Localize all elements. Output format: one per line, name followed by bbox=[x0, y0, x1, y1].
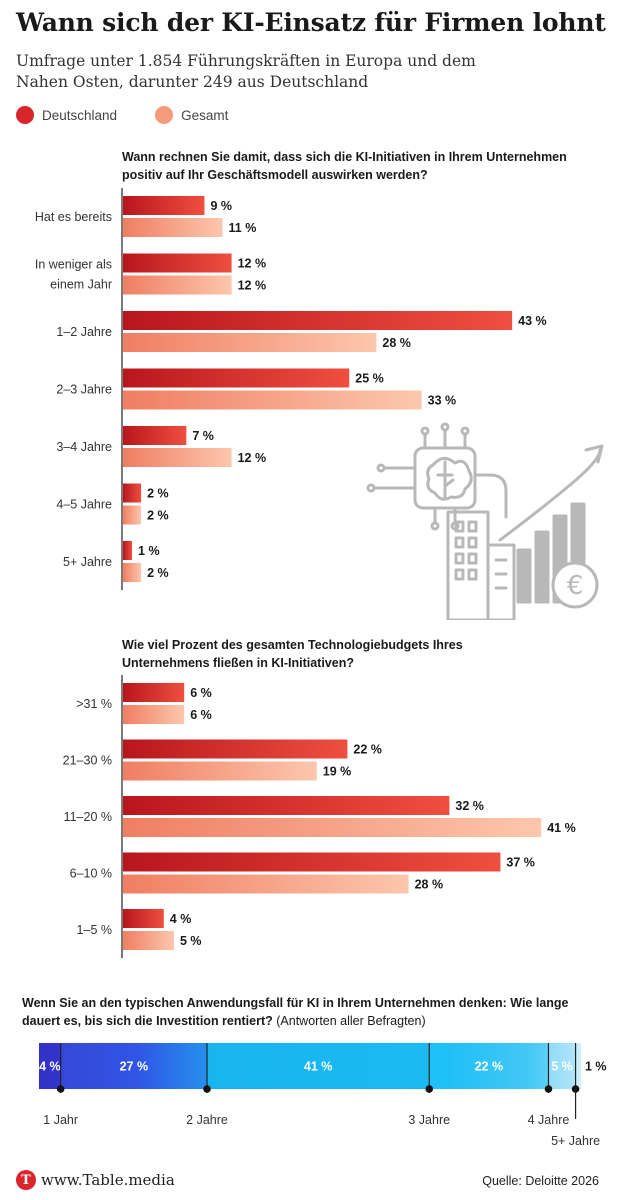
footer-brand-text: www.Table.media bbox=[41, 1171, 175, 1189]
chart1-value-label: 12 % bbox=[238, 279, 267, 293]
stacked-value-label: 22 % bbox=[475, 1060, 504, 1074]
milestone-label: 4 Jahre bbox=[528, 1113, 570, 1127]
chart2-value-label: 6 % bbox=[190, 686, 212, 700]
milestone-label: 1 Jahr bbox=[43, 1113, 78, 1127]
chart1-value-label: 33 % bbox=[428, 394, 457, 408]
milestone-dot bbox=[544, 1085, 553, 1093]
milestone-dot bbox=[425, 1085, 434, 1093]
chart2-value-label: 37 % bbox=[506, 856, 535, 870]
chart2-value-label: 5 % bbox=[180, 934, 202, 948]
chart1-bar-deutschland bbox=[123, 253, 232, 273]
chart3-title: Wenn Sie an den typischen Anwendungsfall… bbox=[22, 994, 602, 1030]
chart3-title-note: (Antworten aller Befragten) bbox=[276, 1014, 426, 1028]
svg-text:€: € bbox=[567, 571, 584, 601]
chart1-bar-deutschland bbox=[123, 311, 513, 330]
legend-item-deutschland: Deutschland bbox=[16, 106, 117, 124]
legend-label-gesamt: Gesamt bbox=[181, 107, 229, 123]
chart1-value-label: 2 % bbox=[147, 509, 169, 523]
chart1-bar-gesamt bbox=[123, 275, 232, 295]
chart2-bar-gesamt bbox=[123, 818, 542, 837]
legend-swatch-gesamt bbox=[155, 106, 174, 124]
stacked-value-label: 41 % bbox=[304, 1060, 333, 1074]
ai-business-illustration: € bbox=[366, 422, 604, 620]
chart1-category-label: 5+ Jahre bbox=[63, 555, 112, 569]
table-media-logo-icon: T bbox=[16, 1170, 36, 1190]
chart1-bar-gesamt bbox=[123, 218, 223, 237]
chart1-category-label: In weniger als bbox=[35, 258, 112, 272]
chart1-value-label: 11 % bbox=[229, 221, 257, 235]
chart1-bar-gesamt bbox=[123, 390, 422, 410]
legend-label-deutschland: Deutschland bbox=[42, 107, 118, 123]
chart1-value-label: 2 % bbox=[147, 566, 169, 580]
legend-swatch-deutschland bbox=[16, 106, 34, 124]
chart1-bar-deutschland bbox=[123, 541, 133, 560]
chart2-category-label: 1–5 % bbox=[77, 923, 112, 937]
milestone-dot bbox=[203, 1085, 211, 1093]
chart1-value-label: 9 % bbox=[210, 199, 232, 213]
milestone-label: 5+ Jahre bbox=[551, 1134, 600, 1148]
milestone-label: 3 Jahre bbox=[408, 1113, 450, 1127]
chart1-bar-gesamt bbox=[123, 448, 232, 467]
chart1-category-label: 2–3 Jahre bbox=[56, 383, 112, 397]
chart2-bar-gesamt bbox=[123, 705, 185, 724]
stacked-bar-shade bbox=[39, 1043, 581, 1089]
chart1-value-label: 2 % bbox=[147, 487, 169, 501]
chart2-title: Wie viel Prozent des gesamten Technologi… bbox=[122, 638, 463, 670]
chart1-bar-gesamt bbox=[123, 505, 142, 525]
chart2-value-label: 4 % bbox=[170, 912, 192, 926]
chart2-value-label: 28 % bbox=[415, 878, 444, 892]
chart1-bar-gesamt bbox=[123, 333, 377, 352]
chart2-value-label: 19 % bbox=[323, 765, 352, 779]
chart1-bar-deutschland bbox=[123, 368, 350, 388]
chart1-bar-deutschland bbox=[123, 483, 142, 503]
milestone-label: 2 Jahre bbox=[186, 1113, 228, 1127]
chart2-value-label: 22 % bbox=[353, 743, 382, 757]
chart1-value-label: 25 % bbox=[355, 372, 384, 386]
chart1-value-label: 7 % bbox=[192, 429, 214, 443]
chart2-category-label: 21–30 % bbox=[63, 754, 112, 768]
chart1-title: Wann rechnen Sie damit, dass sich die KI… bbox=[122, 150, 567, 182]
chart1-bar-deutschland bbox=[123, 426, 187, 445]
chart2-bar-deutschland bbox=[123, 852, 501, 872]
legend: Deutschland Gesamt bbox=[16, 106, 266, 124]
chart2-value-label: 6 % bbox=[190, 708, 212, 722]
chart2-value-label: 41 % bbox=[547, 821, 576, 835]
chart2-bar-deutschland bbox=[123, 739, 348, 759]
chart2-bar-gesamt bbox=[123, 874, 409, 894]
chart1-value-label: 12 % bbox=[238, 451, 267, 465]
chart1-value-label: 28 % bbox=[382, 336, 411, 350]
chart1-value-label: 43 % bbox=[518, 314, 547, 328]
stacked-value-label: 27 % bbox=[120, 1060, 149, 1074]
footer-source: Quelle: Deloitte 2026 bbox=[482, 1174, 599, 1188]
stacked-value-label: 1 % bbox=[585, 1060, 607, 1074]
chart1-category-label: einem Jahr bbox=[50, 278, 112, 292]
chart3-title-bold: Wenn Sie an den typischen Anwendungsfall… bbox=[22, 996, 569, 1028]
chart1-bar-gesamt bbox=[123, 563, 142, 582]
footer-brand[interactable]: T www.Table.media bbox=[16, 1170, 175, 1190]
chart1-category-label: Hat es bereits bbox=[35, 210, 112, 224]
chart1-value-label: 1 % bbox=[138, 544, 160, 558]
page-subtitle: Umfrage unter 1.854 Führungskräften in E… bbox=[16, 52, 476, 91]
chart2-bar-gesamt bbox=[123, 761, 317, 781]
chart2-bar-deutschland bbox=[123, 796, 450, 815]
chart1-category-label: 1–2 Jahre bbox=[56, 325, 112, 339]
chart1-value-label: 12 % bbox=[238, 257, 267, 271]
chart2-bar-deutschland bbox=[123, 909, 164, 928]
chart2-bar-gesamt bbox=[123, 931, 174, 950]
chart2-bar-deutschland bbox=[123, 683, 185, 702]
chart2-value-label: 32 % bbox=[455, 799, 484, 813]
chart1-bar-deutschland bbox=[123, 196, 205, 215]
chart2-category-label: >31 % bbox=[76, 697, 112, 711]
chart2-category-label: 6–10 % bbox=[70, 867, 112, 881]
stacked-value-label: 4 % bbox=[39, 1060, 61, 1074]
chart1-category-label: 4–5 Jahre bbox=[56, 498, 112, 512]
legend-item-gesamt: Gesamt bbox=[155, 106, 228, 124]
chart1-category-label: 3–4 Jahre bbox=[56, 440, 112, 454]
page-title: Wann sich der KI-Einsatz für Firmen lohn… bbox=[16, 8, 606, 37]
milestone-dot bbox=[56, 1085, 65, 1093]
stacked-value-label: 5 % bbox=[551, 1060, 573, 1074]
chart2-category-label: 11–20 % bbox=[64, 810, 112, 824]
